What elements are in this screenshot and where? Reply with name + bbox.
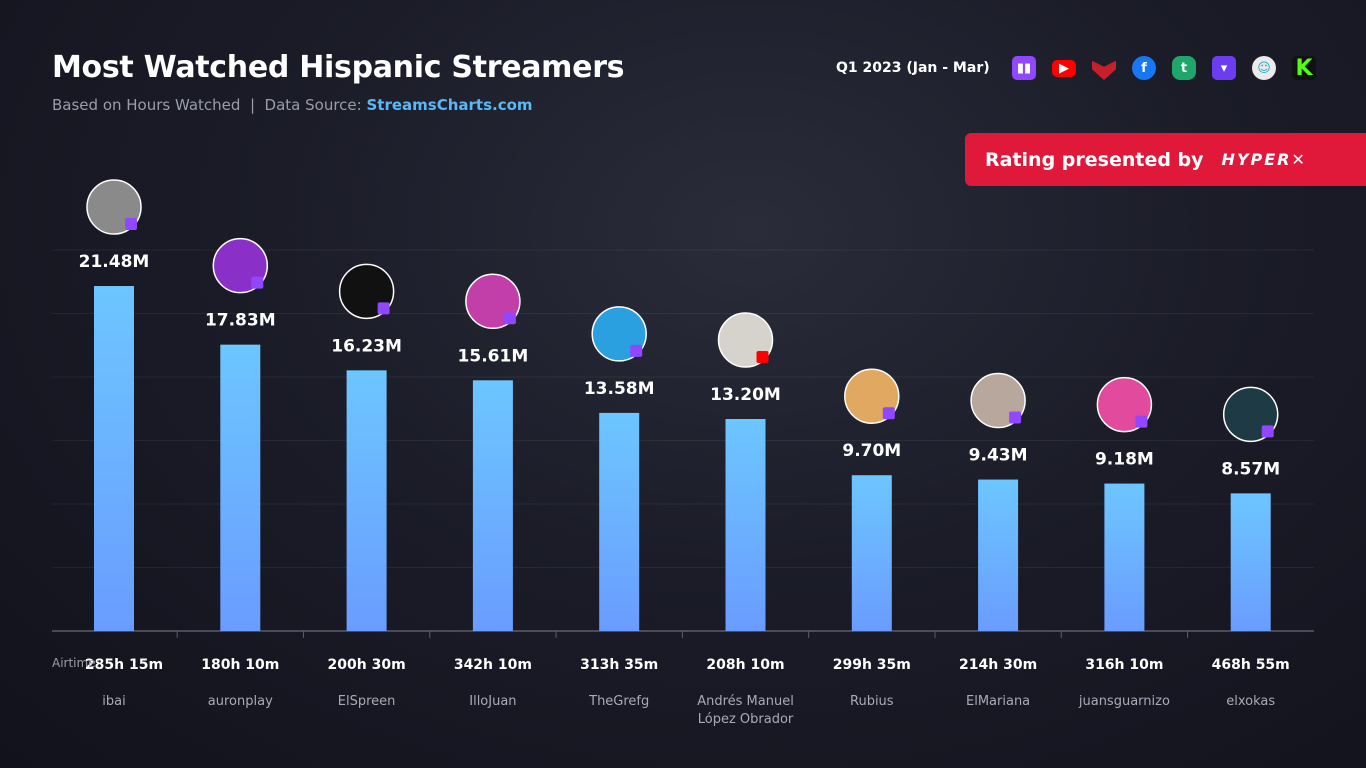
value-label: 9.43M <box>969 446 1028 466</box>
value-label: 17.83M <box>205 311 276 331</box>
kick-icon: K <box>1292 56 1316 81</box>
twitch-badge-icon <box>125 218 137 231</box>
value-label: 13.20M <box>710 385 781 405</box>
hyperx-logo: HYPER✕ <box>1221 150 1307 169</box>
category-label: ElMariana <box>966 694 1030 709</box>
category-label: juansguarnizo <box>1078 694 1170 709</box>
bar-TheGrefg <box>599 412 640 631</box>
twitch-badge-icon <box>251 276 264 289</box>
sponsor-banner[interactable]: Rating presented by HYPER✕ <box>965 133 1366 186</box>
category-label: elxokas <box>1226 694 1275 709</box>
airtime-label: Airtime: <box>52 656 100 670</box>
bar-ibai <box>94 286 134 631</box>
bigo-icon: ☺ <box>1252 56 1276 80</box>
twitch-badge-icon <box>882 407 895 420</box>
category-label: Rubius <box>850 694 894 709</box>
platform-icons: ▮▮ ▶ f t ▾ ☺ K <box>1012 56 1316 81</box>
subtitle: Based on Hours Watched | Data Source: St… <box>52 96 533 114</box>
airtime-value: 299h 35m <box>833 657 911 673</box>
bar-ElMariana <box>978 479 1019 631</box>
bar-IlloJuan <box>472 380 513 631</box>
airtime-value: 313h 35m <box>580 657 658 673</box>
value-label: 15.61M <box>458 346 529 366</box>
airtime-value: 200h 30m <box>328 657 406 673</box>
value-label: 16.23M <box>331 336 402 356</box>
facebook-icon: f <box>1132 56 1156 80</box>
booyah-icon: ▾ <box>1212 56 1236 80</box>
page-title: Most Watched Hispanic Streamers <box>52 50 625 85</box>
twitch-badge-icon <box>1135 415 1148 428</box>
category-label: ElSpreen <box>338 694 396 709</box>
value-label: 8.57M <box>1221 459 1280 479</box>
airtime-value: 468h 55m <box>1212 657 1290 673</box>
category-label: ibai <box>102 694 125 709</box>
twitch-badge-icon <box>503 312 516 325</box>
airtime-value: 342h 10m <box>454 657 532 673</box>
twitch-badge-icon <box>1009 411 1022 424</box>
bar-Rubius <box>851 475 892 631</box>
value-label: 21.48M <box>79 252 150 272</box>
category-label: TheGrefg <box>588 694 649 709</box>
value-label: 9.70M <box>842 441 901 461</box>
airtime-value: 214h 30m <box>959 657 1037 673</box>
airtime-value: 208h 10m <box>706 657 784 673</box>
bar-juansguarnizo <box>1104 483 1145 631</box>
sponsor-text: Rating presented by <box>985 148 1204 171</box>
youtube-badge-icon <box>756 351 769 364</box>
bar-Andrés Manuel López Obrador <box>725 419 766 631</box>
twitch-icon: ▮▮ <box>1012 56 1036 80</box>
bar-auronplay <box>220 344 261 631</box>
airtime-value: 316h 10m <box>1085 657 1163 673</box>
twitch-badge-icon <box>377 302 390 315</box>
source-link[interactable]: StreamsCharts.com <box>366 96 533 114</box>
category-label: auronplay <box>208 694 273 709</box>
value-label: 13.58M <box>584 379 655 399</box>
subtitle-text: Based on Hours Watched | Data Source: <box>52 96 367 114</box>
airtime-value: 285h 15m <box>85 657 163 673</box>
twitch-badge-icon <box>630 344 643 357</box>
bar-elxokas <box>1230 493 1271 631</box>
value-label: 9.18M <box>1095 450 1154 470</box>
youtube-icon: ▶ <box>1052 60 1076 77</box>
category-label: López Obrador <box>698 712 794 727</box>
twitch-badge-icon <box>1261 425 1274 438</box>
bar-ElSpreen <box>346 370 387 631</box>
category-label: IlloJuan <box>469 694 516 709</box>
airtime-value: 180h 10m <box>201 657 279 673</box>
trovo-icon: t <box>1172 56 1196 80</box>
category-label: Andrés Manuel <box>697 694 794 709</box>
period-label: Q1 2023 (Jan - Mar) <box>836 60 990 76</box>
